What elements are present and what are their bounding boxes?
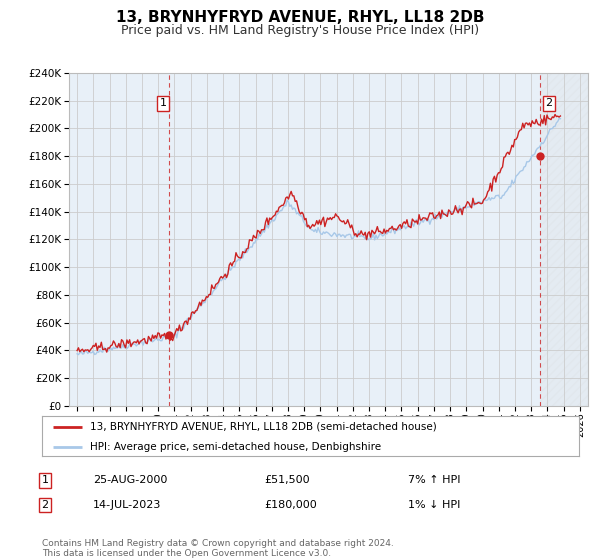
Bar <box>540 73 588 406</box>
Text: £180,000: £180,000 <box>264 500 317 510</box>
Text: Contains HM Land Registry data © Crown copyright and database right 2024.
This d: Contains HM Land Registry data © Crown c… <box>42 539 394 558</box>
Text: Price paid vs. HM Land Registry's House Price Index (HPI): Price paid vs. HM Land Registry's House … <box>121 24 479 37</box>
Text: 1: 1 <box>160 99 167 108</box>
Text: 7% ↑ HPI: 7% ↑ HPI <box>408 475 461 486</box>
Text: 13, BRYNHYFRYD AVENUE, RHYL, LL18 2DB (semi-detached house): 13, BRYNHYFRYD AVENUE, RHYL, LL18 2DB (s… <box>91 422 437 432</box>
Text: 25-AUG-2000: 25-AUG-2000 <box>93 475 167 486</box>
Text: 14-JUL-2023: 14-JUL-2023 <box>93 500 161 510</box>
Text: 1: 1 <box>41 475 49 486</box>
Text: 2: 2 <box>545 99 553 108</box>
Text: £51,500: £51,500 <box>264 475 310 486</box>
Text: HPI: Average price, semi-detached house, Denbighshire: HPI: Average price, semi-detached house,… <box>91 442 382 452</box>
Text: 2: 2 <box>41 500 49 510</box>
Text: 1% ↓ HPI: 1% ↓ HPI <box>408 500 460 510</box>
Text: 13, BRYNHYFRYD AVENUE, RHYL, LL18 2DB: 13, BRYNHYFRYD AVENUE, RHYL, LL18 2DB <box>116 10 484 25</box>
